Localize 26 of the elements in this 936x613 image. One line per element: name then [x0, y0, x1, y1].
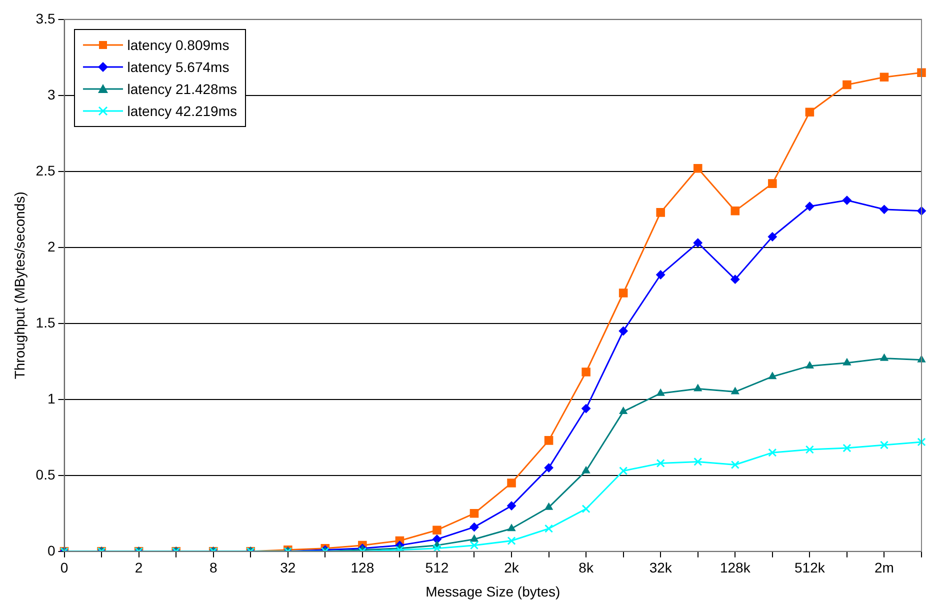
y-tick-label: 2: [47, 238, 56, 254]
x-tick-label: 512: [425, 560, 449, 576]
x-axis-title: Message Size (bytes): [426, 583, 560, 600]
x-tick-label: 8: [209, 560, 218, 576]
x-tick-label: 32: [280, 560, 296, 576]
legend-label: latency 21.428ms: [127, 81, 237, 98]
y-tick-label: 1: [47, 390, 56, 406]
y-tick-label: 3.5: [36, 10, 56, 26]
x-tick-label: 512k: [794, 560, 826, 576]
y-tick-label: 1.5: [36, 314, 56, 330]
x-tick-label: 0: [60, 560, 68, 576]
x-tick-label: 32k: [649, 560, 673, 576]
x-tick-label: 2: [134, 560, 143, 576]
x-tick-label: 2k: [504, 560, 520, 576]
legend-label: latency 0.809ms: [127, 37, 230, 54]
legend-label: latency 5.674ms: [127, 59, 230, 76]
y-tick-label: 2.5: [36, 162, 56, 178]
y-axis-title: Throughput (MBytes/seconds): [11, 192, 28, 380]
x-tick-label: 128k: [720, 560, 752, 576]
legend-label: latency 42.219ms: [127, 103, 237, 120]
x-tick-label: 2m: [874, 560, 894, 576]
y-tick-label: 0.5: [36, 466, 56, 482]
x-tick-label: 128: [350, 560, 374, 576]
x-tick-label: 8k: [578, 560, 594, 576]
y-tick-label: 3: [47, 86, 56, 102]
y-tick-label: 0: [47, 542, 56, 558]
